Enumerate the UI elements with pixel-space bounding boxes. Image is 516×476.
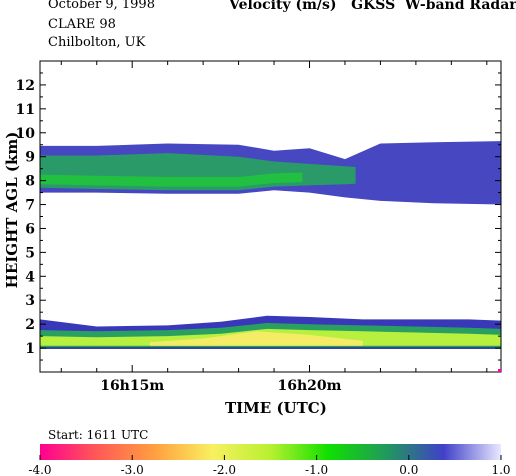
colorbar-tick-label: -2.0 [213, 463, 236, 476]
corner-marker [498, 369, 501, 372]
location-label: Chilbolton, UK [48, 35, 146, 50]
colorbar-tick-label: 1.0 [491, 463, 510, 476]
y-tick-label: 11 [16, 102, 35, 118]
y-tick-label: 12 [16, 78, 35, 94]
lower-cloud-yellow [149, 331, 363, 346]
upper-cloud-streak [40, 172, 303, 187]
colorbar-tick-label: -1.0 [305, 463, 328, 476]
x-axis-title: TIME (UTC) [225, 399, 327, 417]
cloud-layers [40, 141, 501, 349]
y-tick-label: 10 [16, 126, 36, 142]
y-tick-label: 4 [25, 269, 35, 285]
y-tick-label: 5 [25, 245, 35, 261]
start-time-label: Start: 1611 UTC [48, 428, 149, 442]
date-label: October 9, 1998 [48, 0, 155, 12]
colorbar-tick-label: -3.0 [121, 463, 144, 476]
colorbar-tick-label: -4.0 [28, 463, 51, 476]
y-tick-label: 7 [25, 198, 35, 214]
y-tick-label: 6 [25, 221, 35, 237]
y-tick-label: 8 [25, 174, 35, 190]
colorbar-tick-label: 0.0 [399, 463, 418, 476]
chart-title: Velocity (m/s) GKSS W-band Radar [229, 0, 516, 13]
colorbar-ticks: -4.0 -3.0 -2.0 -1.0 0.0 1.0 [28, 455, 511, 476]
y-axis-title: HEIGHT AGL (km) [3, 131, 21, 289]
x-tick-label: 16h20m [278, 378, 342, 394]
y-tick-label: 1 [25, 341, 35, 357]
campaign-label: CLARE 98 [48, 17, 116, 32]
y-tick-label: 2 [25, 317, 35, 333]
y-tick-label: 9 [25, 150, 35, 166]
x-tick-label: 16h15m [100, 378, 164, 394]
colorbar [40, 444, 501, 460]
y-tick-label: 3 [25, 293, 35, 309]
